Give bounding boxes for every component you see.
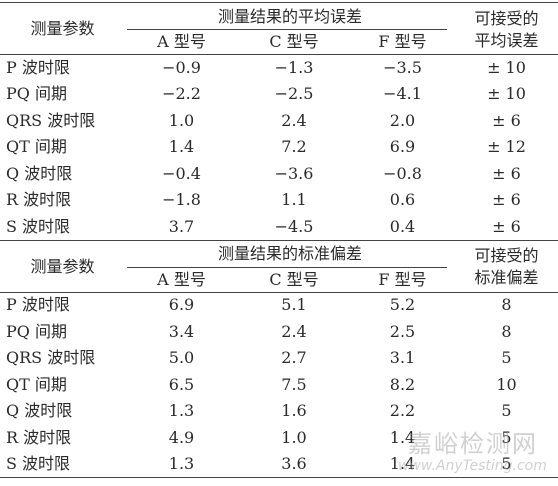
value-cell: 7.5 xyxy=(281,374,307,394)
value-cell: 6.9 xyxy=(168,295,195,315)
row-label: P 波时限 xyxy=(6,295,70,315)
value-cell: 5.0 xyxy=(168,348,195,368)
rule xyxy=(0,477,558,478)
param-header: 测量参数 xyxy=(30,19,95,38)
value-cell: 2.0 xyxy=(389,110,416,130)
value-cell: 1.6 xyxy=(281,401,307,421)
value-cell: 3.1 xyxy=(389,348,416,368)
value-cell: 5 xyxy=(501,427,512,447)
value-cell: 0.6 xyxy=(389,190,416,210)
value-cell: 8.2 xyxy=(389,374,416,394)
rule xyxy=(127,29,447,30)
value-cell: ± 10 xyxy=(487,57,526,77)
row-label: S 波时限 xyxy=(6,454,71,474)
value-cell: 1.1 xyxy=(281,190,307,210)
value-cell: 8 xyxy=(501,295,512,315)
value-cell: −4.5 xyxy=(274,216,314,236)
value-cell: 3.6 xyxy=(281,454,307,474)
row-label: Q 波时限 xyxy=(6,163,73,183)
value-cell: 2.7 xyxy=(281,348,307,368)
value-cell: 10 xyxy=(496,374,517,394)
value-cell: 3.7 xyxy=(168,216,195,236)
row-label: R 波时限 xyxy=(6,190,72,210)
row-label: PQ 间期 xyxy=(6,321,67,341)
value-cell: 1.0 xyxy=(281,427,307,447)
value-cell: 6.5 xyxy=(168,374,195,394)
accept-header: 标准偏差 xyxy=(474,268,539,287)
value-cell: ± 10 xyxy=(487,84,526,104)
row-label: PQ 间期 xyxy=(6,84,67,104)
value-cell: 5 xyxy=(501,348,512,368)
param-header: 测量参数 xyxy=(30,256,95,276)
accept-header: 平均误差 xyxy=(474,30,539,50)
value-cell: 0.4 xyxy=(389,216,416,236)
row-label: QT 间期 xyxy=(6,374,67,394)
rule xyxy=(0,291,558,293)
value-cell: 5 xyxy=(501,401,512,421)
value-cell: −2.2 xyxy=(162,84,201,104)
value-cell: −0.4 xyxy=(162,163,201,183)
value-cell: −3.5 xyxy=(383,57,422,77)
model-header: A 型号 xyxy=(157,32,206,51)
value-cell: 2.2 xyxy=(389,401,416,421)
value-cell: 1.4 xyxy=(389,427,416,447)
value-cell: −1.3 xyxy=(274,57,314,77)
model-header: F 型号 xyxy=(378,269,427,289)
model-header: C 型号 xyxy=(269,32,319,51)
value-cell: 1.4 xyxy=(168,137,195,157)
group-header: 测量结果的平均误差 xyxy=(217,6,362,26)
value-cell: 1.4 xyxy=(389,454,416,474)
row-label: QT 间期 xyxy=(6,137,67,157)
model-header: C 型号 xyxy=(269,269,319,289)
row-label: R 波时限 xyxy=(6,427,72,447)
value-cell: ± 6 xyxy=(492,163,521,183)
watermark-url: www.AnyTesting.com xyxy=(398,458,547,474)
watermark-site: 嘉峪检测网 xyxy=(408,430,538,458)
value-cell: −4.1 xyxy=(383,84,422,104)
row-label: QRS 波时限 xyxy=(6,110,96,130)
value-cell: 1.3 xyxy=(168,401,195,421)
model-header: F 型号 xyxy=(378,32,427,51)
row-label: QRS 波时限 xyxy=(6,348,96,368)
row-label: P 波时限 xyxy=(6,57,70,77)
model-header: A 型号 xyxy=(157,269,206,289)
row-label: Q 波时限 xyxy=(6,401,73,421)
rule xyxy=(0,54,558,55)
value-cell: 7.2 xyxy=(281,137,307,157)
value-cell: ± 6 xyxy=(492,190,521,210)
rule xyxy=(127,266,447,268)
value-cell: 4.9 xyxy=(168,427,195,447)
row-label: S 波时限 xyxy=(6,216,71,236)
value-cell: −0.9 xyxy=(162,57,201,77)
value-cell: −2.5 xyxy=(274,84,314,104)
value-cell: 2.5 xyxy=(389,321,416,341)
value-cell: 6.9 xyxy=(389,137,416,157)
value-cell: 2.4 xyxy=(281,321,307,341)
value-cell: 5.1 xyxy=(281,295,307,315)
value-cell: ± 12 xyxy=(487,137,526,157)
rule xyxy=(0,2,558,3)
value-cell: 1.3 xyxy=(168,454,195,474)
value-cell: 8 xyxy=(501,321,512,341)
value-cell: ± 6 xyxy=(492,216,521,236)
value-cell: 3.4 xyxy=(168,321,195,341)
value-cell: 5.2 xyxy=(389,295,416,315)
rule xyxy=(0,239,558,241)
group-header: 测量结果的标准偏差 xyxy=(217,244,362,263)
accept-header: 可接受的 xyxy=(474,8,539,28)
value-cell: 1.0 xyxy=(168,110,195,130)
value-cell: 2.4 xyxy=(281,110,307,130)
value-cell: −1.8 xyxy=(162,190,201,210)
value-cell: −0.8 xyxy=(383,163,422,183)
accept-header: 可接受的 xyxy=(474,246,539,265)
value-cell: −3.6 xyxy=(274,163,314,183)
value-cell: 5 xyxy=(501,454,512,474)
value-cell: ± 6 xyxy=(492,110,521,130)
